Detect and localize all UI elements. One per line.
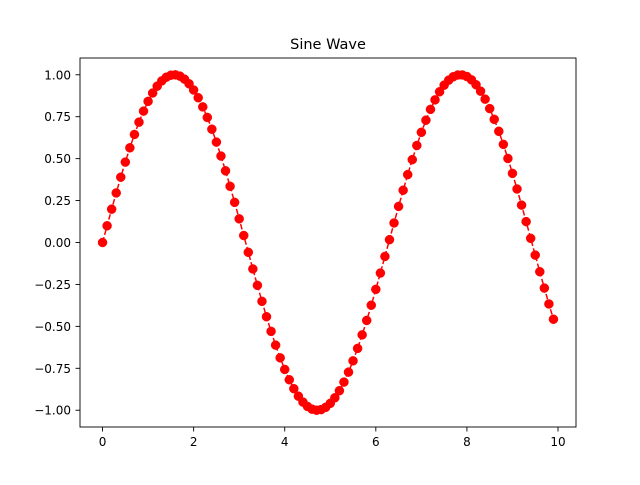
data-point bbox=[516, 200, 527, 210]
data-point bbox=[535, 266, 545, 277]
data-point bbox=[475, 86, 486, 96]
data-point bbox=[102, 221, 112, 231]
data-point bbox=[125, 143, 135, 153]
data-point bbox=[375, 268, 386, 278]
data-point bbox=[339, 377, 349, 387]
y-tick-label: −0.50 bbox=[34, 320, 71, 334]
data-point bbox=[257, 296, 267, 307]
y-tick-label: 1.00 bbox=[44, 68, 71, 82]
data-point bbox=[147, 88, 158, 98]
data-point bbox=[384, 234, 395, 245]
data-point bbox=[266, 326, 276, 337]
data-point bbox=[412, 140, 422, 151]
data-point bbox=[498, 139, 509, 150]
data-point bbox=[416, 127, 427, 138]
x-tick-label: 0 bbox=[99, 435, 107, 449]
data-point bbox=[211, 137, 222, 147]
data-point bbox=[225, 181, 235, 192]
data-point bbox=[188, 85, 199, 95]
data-point bbox=[539, 283, 550, 293]
data-point bbox=[398, 185, 408, 195]
data-point bbox=[120, 157, 131, 167]
axes-layer: 0 2 4 6 8 10 −1.00 −0.75 −0.50 −0.25 0.00 0.25 0.50 0… bbox=[34, 57, 577, 449]
y-tick-label: 0.25 bbox=[44, 194, 71, 208]
data-point bbox=[343, 367, 354, 377]
data-point bbox=[421, 115, 431, 125]
data-point bbox=[484, 103, 495, 114]
data-point bbox=[393, 201, 404, 212]
data-point bbox=[521, 216, 531, 227]
data-point bbox=[471, 79, 481, 90]
data-point bbox=[494, 126, 504, 137]
data-point bbox=[207, 124, 217, 134]
data-point bbox=[134, 117, 144, 127]
y-tick-label: 0.50 bbox=[44, 152, 71, 166]
data-point bbox=[143, 96, 153, 107]
data-point bbox=[503, 153, 513, 164]
data-point bbox=[548, 314, 559, 324]
y-tick-label: 0.75 bbox=[44, 110, 71, 124]
data-point bbox=[252, 280, 263, 291]
data-point bbox=[116, 172, 126, 182]
data-point bbox=[352, 343, 363, 354]
data-point bbox=[138, 106, 149, 116]
data-point bbox=[361, 315, 372, 326]
data-point bbox=[480, 94, 490, 104]
data-point bbox=[97, 237, 108, 248]
data-point bbox=[334, 385, 345, 396]
data-point bbox=[525, 233, 536, 244]
data-point bbox=[357, 330, 367, 340]
data-point bbox=[371, 284, 381, 295]
data-point bbox=[270, 340, 281, 350]
data-point bbox=[106, 204, 117, 214]
data-point bbox=[544, 299, 554, 309]
data-point bbox=[129, 129, 140, 140]
data-point bbox=[402, 169, 413, 180]
y-tick-label: −0.75 bbox=[34, 362, 71, 376]
data-point bbox=[425, 104, 436, 115]
data-point bbox=[430, 95, 440, 105]
series-layer bbox=[97, 70, 559, 415]
data-point bbox=[275, 353, 285, 363]
x-tick-label: 2 bbox=[190, 435, 198, 449]
data-point bbox=[434, 87, 445, 97]
data-point bbox=[229, 197, 240, 208]
data-point bbox=[289, 383, 299, 394]
x-tick-label: 8 bbox=[463, 435, 471, 449]
data-point bbox=[512, 184, 522, 194]
data-point bbox=[489, 114, 499, 125]
data-point bbox=[220, 166, 231, 176]
data-point bbox=[330, 393, 340, 403]
data-point bbox=[261, 311, 272, 322]
data-point bbox=[389, 218, 399, 228]
data-point bbox=[407, 154, 418, 165]
data-point bbox=[366, 300, 377, 310]
data-point bbox=[243, 247, 254, 258]
y-tick-label: 0.00 bbox=[44, 236, 71, 250]
data-point bbox=[284, 375, 295, 385]
data-point bbox=[198, 102, 208, 112]
data-point bbox=[202, 112, 213, 123]
data-point bbox=[530, 250, 540, 260]
data-point bbox=[248, 264, 258, 274]
chart-title: Sine Wave bbox=[290, 37, 366, 53]
x-tick-label: 4 bbox=[281, 435, 289, 449]
data-point bbox=[111, 188, 121, 198]
data-point bbox=[279, 364, 290, 375]
data-point bbox=[216, 151, 226, 161]
data-point bbox=[234, 214, 244, 224]
x-tick-label: 6 bbox=[372, 435, 380, 449]
data-point bbox=[348, 356, 358, 366]
y-tick-label: −1.00 bbox=[34, 404, 71, 418]
data-point bbox=[380, 251, 390, 262]
y-tick-label: −0.25 bbox=[34, 278, 71, 292]
x-tick-label: 10 bbox=[550, 435, 565, 449]
data-point bbox=[193, 92, 203, 103]
data-point bbox=[507, 168, 518, 179]
data-point bbox=[238, 230, 249, 241]
